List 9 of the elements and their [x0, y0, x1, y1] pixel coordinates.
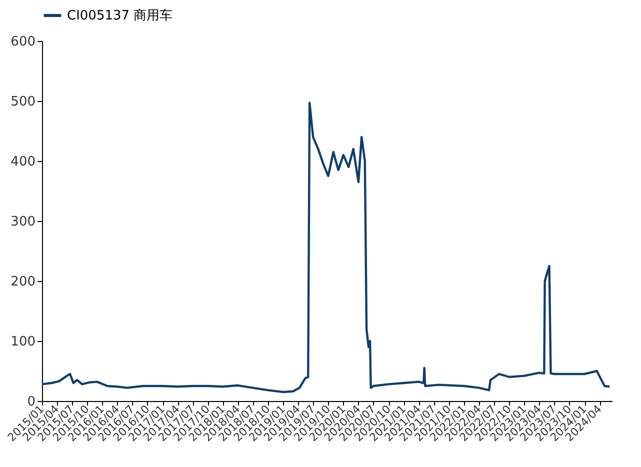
y-tick-label: 600: [10, 34, 36, 50]
y-tick-label: 300: [10, 214, 36, 230]
legend-label: CI005137 商用车: [67, 8, 173, 24]
y-tick-label: 100: [10, 334, 36, 350]
y-tick-label: 400: [10, 154, 36, 170]
y-tick-label: 200: [10, 274, 36, 290]
y-tick-label: 0: [27, 394, 36, 410]
y-tick-label: 500: [10, 94, 36, 110]
line-series: [40, 102, 611, 394]
